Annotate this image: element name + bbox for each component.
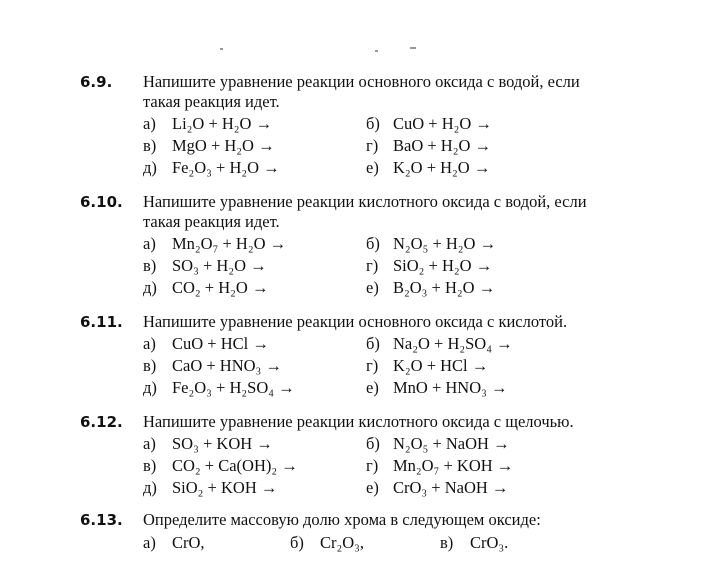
reaction-formula: CO₂ + H₂O → (172, 278, 269, 297)
reaction-formula: CuO + H₂O → (393, 114, 492, 133)
option-row: а) CrO, б) Cr₂O₃, в) CrO₃. (0, 532, 720, 554)
problem-text: Напишите уравнение реакции кислотного ок… (143, 192, 587, 211)
option-row: а) CuO + HCl → б) Na₂O + H₂SO₄ → (0, 333, 720, 355)
reaction-formula: CrO₃ + NaOH → (393, 478, 509, 497)
reaction-formula: N₂O₅ + H₂O → (393, 234, 497, 253)
option-letter: г) (366, 356, 379, 375)
problem-number: 6.13. (80, 511, 123, 529)
option-row: в) CO₂ + Ca(OH)₂ → г) Mn₂O₇ + KOH → (0, 455, 720, 477)
option-letter: е) (366, 378, 379, 397)
option-row: в) SO₃ + H₂O → г) SiO₂ + H₂O → (0, 255, 720, 277)
reaction-formula: SO₃ + H₂O → (172, 256, 267, 275)
reaction-formula: CO₂ + Ca(OH)₂ → (172, 456, 298, 475)
option-letter: б) (366, 234, 380, 253)
option-letter: д) (143, 158, 157, 177)
option-letter: г) (366, 136, 379, 155)
oxide-formula: Cr₂O₃, (320, 533, 365, 552)
reaction-formula: Li₂O + H₂O → (172, 114, 273, 133)
option-letter: в) (440, 533, 454, 552)
option-letter: в) (143, 256, 157, 275)
problem-text: Напишите уравнение реакции основного окс… (143, 72, 580, 91)
option-letter: б) (366, 114, 380, 133)
problem-number: 6.10. (80, 193, 123, 211)
reaction-formula: SO₃ + KOH → (172, 434, 273, 453)
option-letter: д) (143, 478, 157, 497)
problem-text: такая реакция идет. (143, 92, 280, 111)
reaction-formula: Na₂O + H₂SO₄ → (393, 334, 513, 353)
reaction-formula: K₂O + HCl → (393, 356, 489, 375)
option-row: а) SO₃ + KOH → б) N₂O₅ + NaOH → (0, 433, 720, 455)
reaction-formula: B₂O₃ + H₂O → (393, 278, 496, 297)
reaction-formula: Mn₂O₇ + KOH → (393, 456, 514, 475)
option-row: а) Mn₂O₇ + H₂O → б) N₂O₅ + H₂O → (0, 233, 720, 255)
reaction-formula: Fe₂O₃ + H₂O → (172, 158, 280, 177)
reaction-formula: SiO₂ + H₂O → (393, 256, 493, 275)
problem-number: 6.11. (80, 313, 123, 331)
problem-text: Напишите уравнение реакции кислотного ок… (143, 412, 574, 431)
option-letter: а) (143, 334, 156, 353)
scan-speck (220, 48, 223, 50)
problem-text: Определите массовую долю хрома в следующ… (143, 510, 541, 529)
oxide-formula: CrO, (172, 533, 205, 552)
option-letter: б) (290, 533, 304, 552)
reaction-formula: Mn₂O₇ + H₂O → (172, 234, 287, 253)
option-letter: а) (143, 114, 156, 133)
reaction-formula: K₂O + H₂O → (393, 158, 491, 177)
reaction-formula: CaO + HNO₃ → (172, 356, 282, 375)
scan-speck (375, 50, 378, 52)
reaction-formula: BaO + H₂O → (393, 136, 492, 155)
option-letter: а) (143, 533, 156, 552)
option-letter: г) (366, 256, 379, 275)
reaction-formula: SiO₂ + KOH → (172, 478, 278, 497)
option-letter: е) (366, 478, 379, 497)
option-row: в) MgO + H₂O → г) BaO + H₂O → (0, 135, 720, 157)
scan-speck (410, 47, 416, 49)
option-letter: в) (143, 456, 157, 475)
option-letter: е) (366, 158, 379, 177)
option-letter: е) (366, 278, 379, 297)
option-row: д) Fe₂O₃ + H₂O → е) K₂O + H₂O → (0, 157, 720, 179)
option-letter: в) (143, 356, 157, 375)
oxide-formula: CrO₃. (470, 533, 509, 552)
reaction-formula: N₂O₅ + NaOH → (393, 434, 510, 453)
reaction-formula: Fe₂O₃ + H₂SO₄ → (172, 378, 295, 397)
option-letter: г) (366, 456, 379, 475)
option-letter: а) (143, 234, 156, 253)
option-row: д) CO₂ + H₂O → е) B₂O₃ + H₂O → (0, 277, 720, 299)
reaction-formula: MgO + H₂O → (172, 136, 275, 155)
problem-number: 6.12. (80, 413, 123, 431)
option-letter: б) (366, 434, 380, 453)
option-row: д) SiO₂ + KOH → е) CrO₃ + NaOH → (0, 477, 720, 499)
problem-number: 6.9. (80, 73, 113, 91)
option-row: в) CaO + HNO₃ → г) K₂O + HCl → (0, 355, 720, 377)
option-letter: а) (143, 434, 156, 453)
option-letter: в) (143, 136, 157, 155)
problem-text: такая реакция идет. (143, 212, 280, 231)
reaction-formula: CuO + HCl → (172, 334, 269, 353)
option-letter: д) (143, 378, 157, 397)
option-row: д) Fe₂O₃ + H₂SO₄ → е) MnO + HNO₃ → (0, 377, 720, 399)
option-letter: б) (366, 334, 380, 353)
option-row: а) Li₂O + H₂O → б) CuO + H₂O → (0, 113, 720, 135)
problem-text: Напишите уравнение реакции основного окс… (143, 312, 568, 331)
option-letter: д) (143, 278, 157, 297)
reaction-formula: MnO + HNO₃ → (393, 378, 508, 397)
